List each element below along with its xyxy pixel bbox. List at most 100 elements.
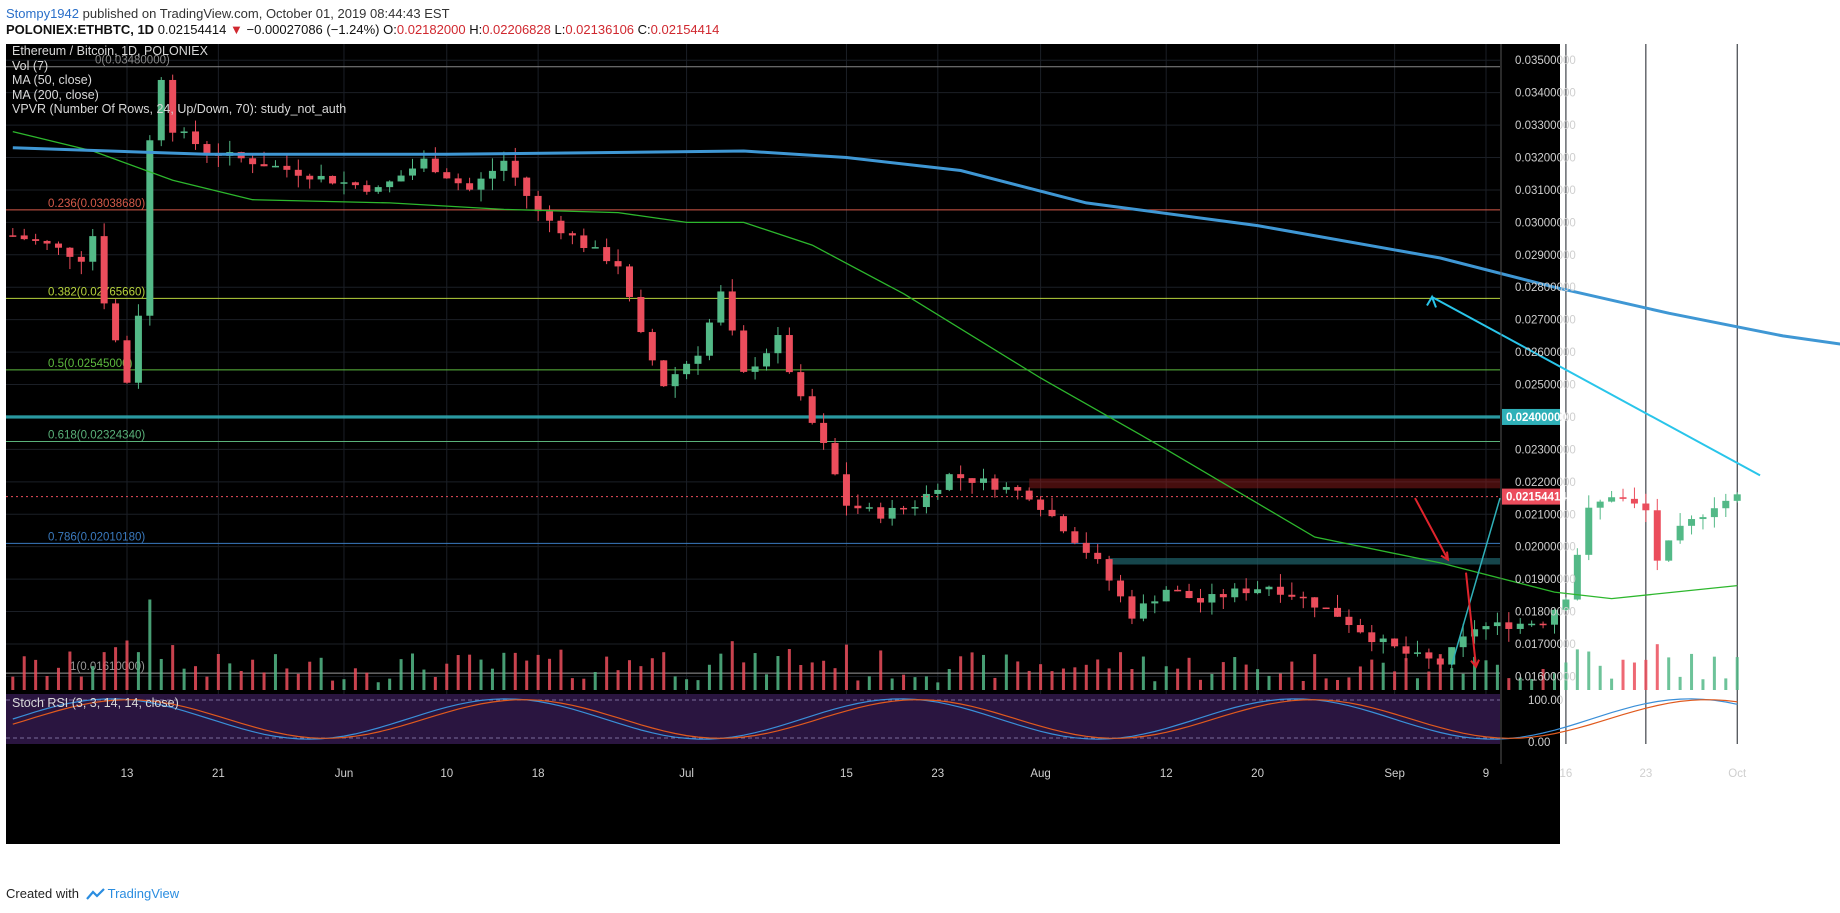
candle-body (603, 247, 611, 262)
candle-body (169, 79, 177, 133)
candle-body (134, 315, 142, 383)
volume-bar (1050, 671, 1054, 690)
volume-bar (399, 659, 403, 690)
candle-body (1345, 616, 1353, 626)
volume-bar (1016, 661, 1020, 690)
candle-body (1665, 540, 1673, 561)
volume-bar (1358, 666, 1362, 690)
candle-body (1208, 594, 1216, 603)
zones (6, 415, 1500, 565)
candle-body (43, 240, 51, 244)
candle-body (1242, 588, 1250, 594)
volume-bar (753, 653, 757, 690)
candle-body (1585, 507, 1593, 555)
grid (6, 44, 1738, 744)
candle-body (443, 172, 451, 179)
candle-body (386, 181, 394, 188)
drawings (1414, 294, 1761, 669)
volume-bar (365, 672, 369, 690)
candle-body (580, 235, 588, 248)
volume-bar (810, 662, 814, 690)
volume-bar (639, 666, 643, 690)
candle-body (1471, 629, 1479, 637)
candle-body (180, 131, 188, 133)
volume-bar (673, 676, 677, 690)
volume-bar (468, 654, 472, 690)
candle-body (1722, 500, 1730, 509)
candle-body (968, 478, 976, 483)
volume-bar (1210, 674, 1214, 690)
candle-body (900, 507, 908, 510)
moving-averages (12, 130, 1840, 600)
candle-body (1151, 601, 1159, 604)
candle-body (934, 489, 942, 494)
volume-bar (1153, 681, 1157, 690)
created-with-text: Created with (6, 886, 79, 901)
candle-body (1025, 490, 1033, 500)
volume-bar (1313, 654, 1317, 690)
volume-bar (148, 599, 152, 690)
fib-level-label: 0.382(0.02765660) (48, 286, 145, 298)
candle-body (1688, 519, 1696, 526)
candle-body (1436, 658, 1444, 665)
price-tick-label: 0.03300000 (1515, 120, 1576, 132)
down-arrow-icon: ▼ (230, 22, 243, 37)
candle-body (705, 322, 713, 356)
bullish-arrow-head (1426, 294, 1437, 308)
high-value: 0.02206828 (482, 22, 551, 37)
candle-body (454, 178, 462, 184)
candle-body (1733, 494, 1741, 501)
legend-ma50: MA (50, close) (12, 73, 92, 87)
candle-body (671, 374, 679, 387)
volume-bar (125, 640, 129, 690)
volume-bar (1415, 678, 1419, 690)
candle-body (1105, 559, 1113, 581)
volume-bar (959, 656, 963, 690)
candle-body (1402, 646, 1410, 654)
candle-body (466, 183, 474, 190)
candle-body (1276, 586, 1284, 595)
last-price-label: 0.02154414 (1506, 492, 1567, 504)
volume-bar (490, 668, 494, 690)
volume-bar (1187, 657, 1191, 690)
time-tick-label: 16 (1560, 768, 1573, 780)
candle-body (1573, 554, 1581, 600)
volume-bars (11, 599, 1739, 690)
candle-body (694, 355, 702, 364)
candle-body (911, 507, 919, 509)
candle-body (431, 158, 439, 173)
volume-bar (1484, 660, 1488, 690)
candle-body (831, 442, 839, 475)
volume-bar (1324, 678, 1328, 690)
time-tick-label: 13 (121, 768, 134, 780)
candle-body (1676, 525, 1684, 541)
candle-body (683, 363, 691, 375)
volume-bar (1438, 654, 1442, 690)
author-link[interactable]: Stompy1942 (6, 6, 79, 21)
candle-body (660, 360, 668, 387)
volume-bar (616, 670, 620, 690)
candle-body (637, 296, 645, 333)
candle-body (317, 175, 325, 180)
volume-bar (856, 680, 860, 690)
volume-bar (1244, 664, 1248, 690)
volume-bar (445, 663, 449, 690)
candle-body (808, 396, 816, 423)
candle-body (203, 144, 211, 154)
tradingview-link[interactable]: TradingView (107, 886, 180, 901)
volume-bar (68, 651, 72, 690)
candle-body (112, 303, 120, 341)
volume-bar (1735, 657, 1739, 690)
open-label: O: (383, 22, 397, 37)
support-trendline (1450, 497, 1501, 666)
time-tick-label: 23 (1639, 768, 1652, 780)
candle-body (66, 247, 74, 257)
price-chart[interactable]: 0(0.03480000) 0.236(0.03038680) 0.382(0.02… (0, 44, 1840, 884)
price-tick-label: 0.01700000 (1515, 639, 1576, 651)
volume-bar (79, 676, 83, 690)
volume-bar (342, 679, 346, 690)
candle-body (1014, 487, 1022, 491)
volume-bar (1598, 665, 1602, 690)
volume-bar (479, 659, 483, 690)
volume-bar (570, 678, 574, 690)
